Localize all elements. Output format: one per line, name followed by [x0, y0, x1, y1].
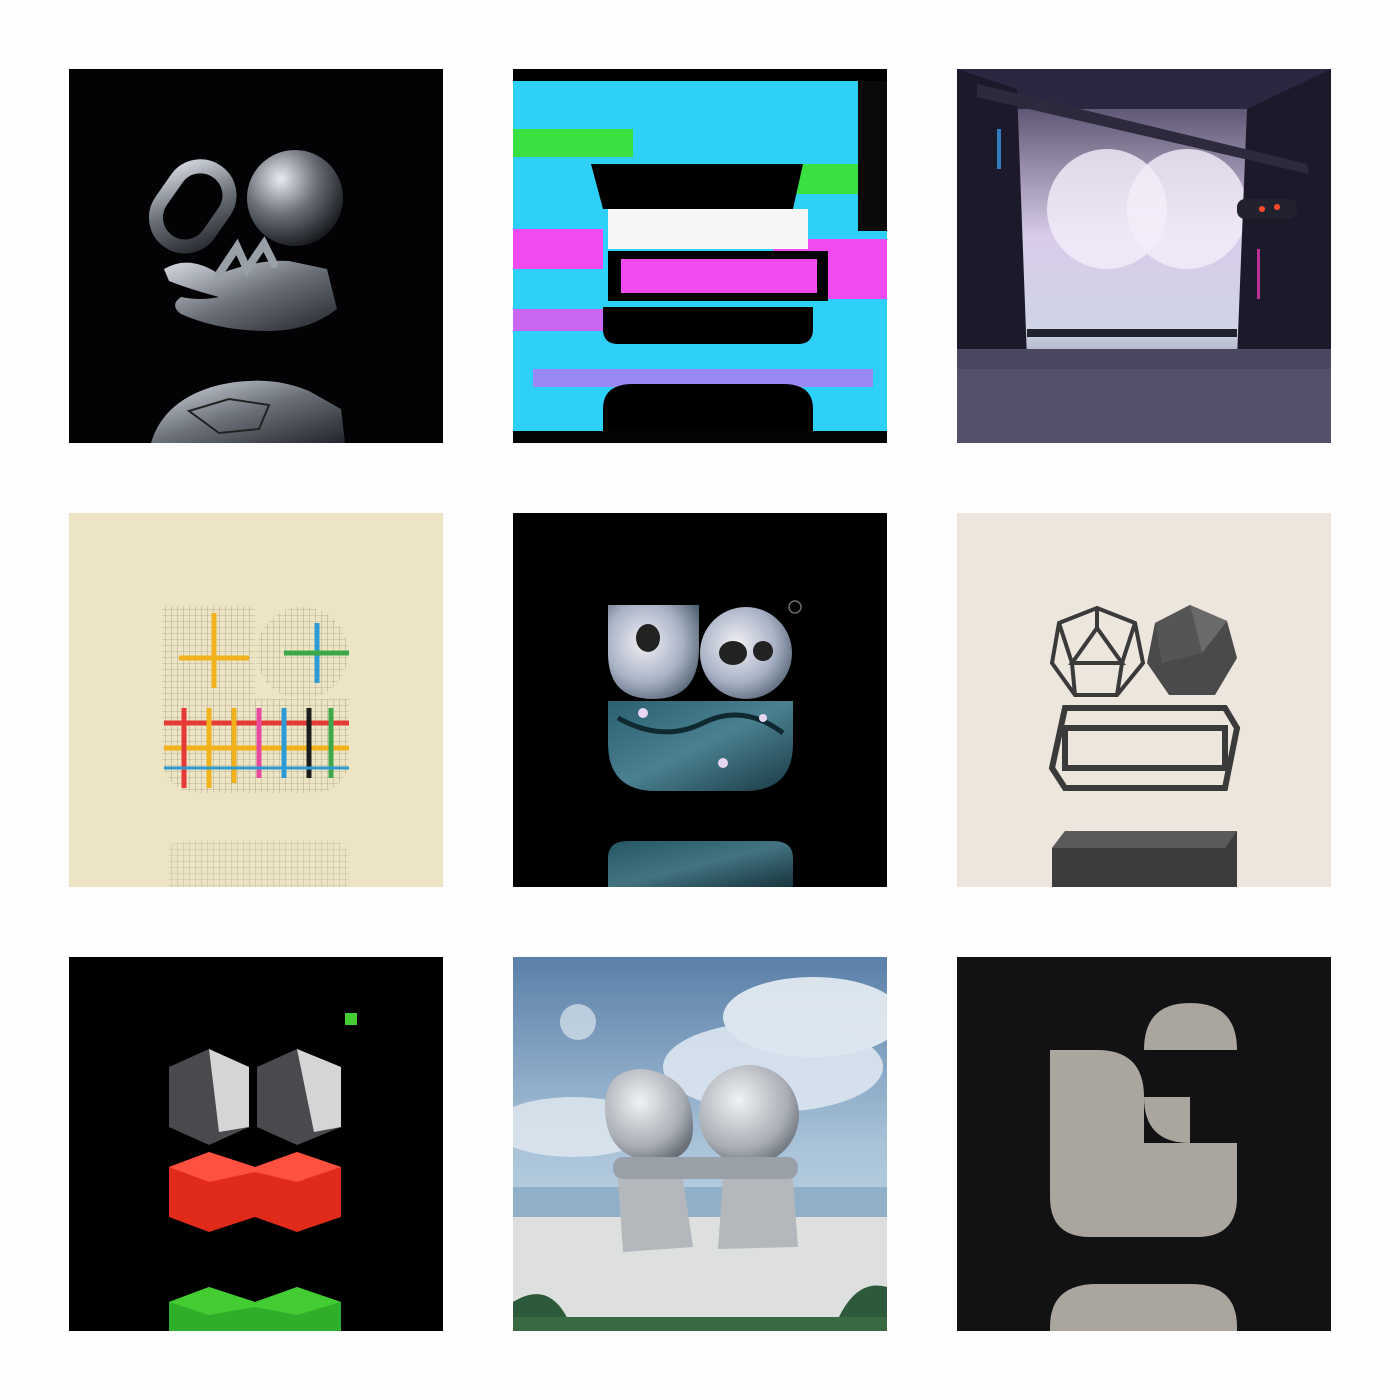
lego-artwork: [69, 957, 443, 1331]
glitch-letter-artwork: [513, 69, 887, 443]
artwork-tile-color-grid[interactable]: [69, 513, 443, 887]
artwork-tile-glitch-letter[interactable]: [513, 69, 887, 443]
artwork-tile-polyhedra[interactable]: [957, 513, 1331, 887]
color-grid-artwork: [69, 513, 443, 887]
artwork-tile-flat-geometric[interactable]: [957, 957, 1331, 1331]
artwork-tile-lego[interactable]: [69, 957, 443, 1331]
artwork-tile-chrome-hand[interactable]: [69, 69, 443, 443]
skulls-artwork: [513, 513, 887, 887]
chrome-hand-artwork: [69, 69, 443, 443]
stone-cairn-artwork: [513, 957, 887, 1331]
cyberpunk-city-artwork: [957, 69, 1331, 443]
polyhedra-artwork: [957, 513, 1331, 887]
artwork-tile-stone-cairn[interactable]: [513, 957, 887, 1331]
flat-geometric-artwork: [957, 957, 1331, 1331]
artwork-tile-cyberpunk-city[interactable]: [957, 69, 1331, 443]
artwork-tile-skulls[interactable]: [513, 513, 887, 887]
